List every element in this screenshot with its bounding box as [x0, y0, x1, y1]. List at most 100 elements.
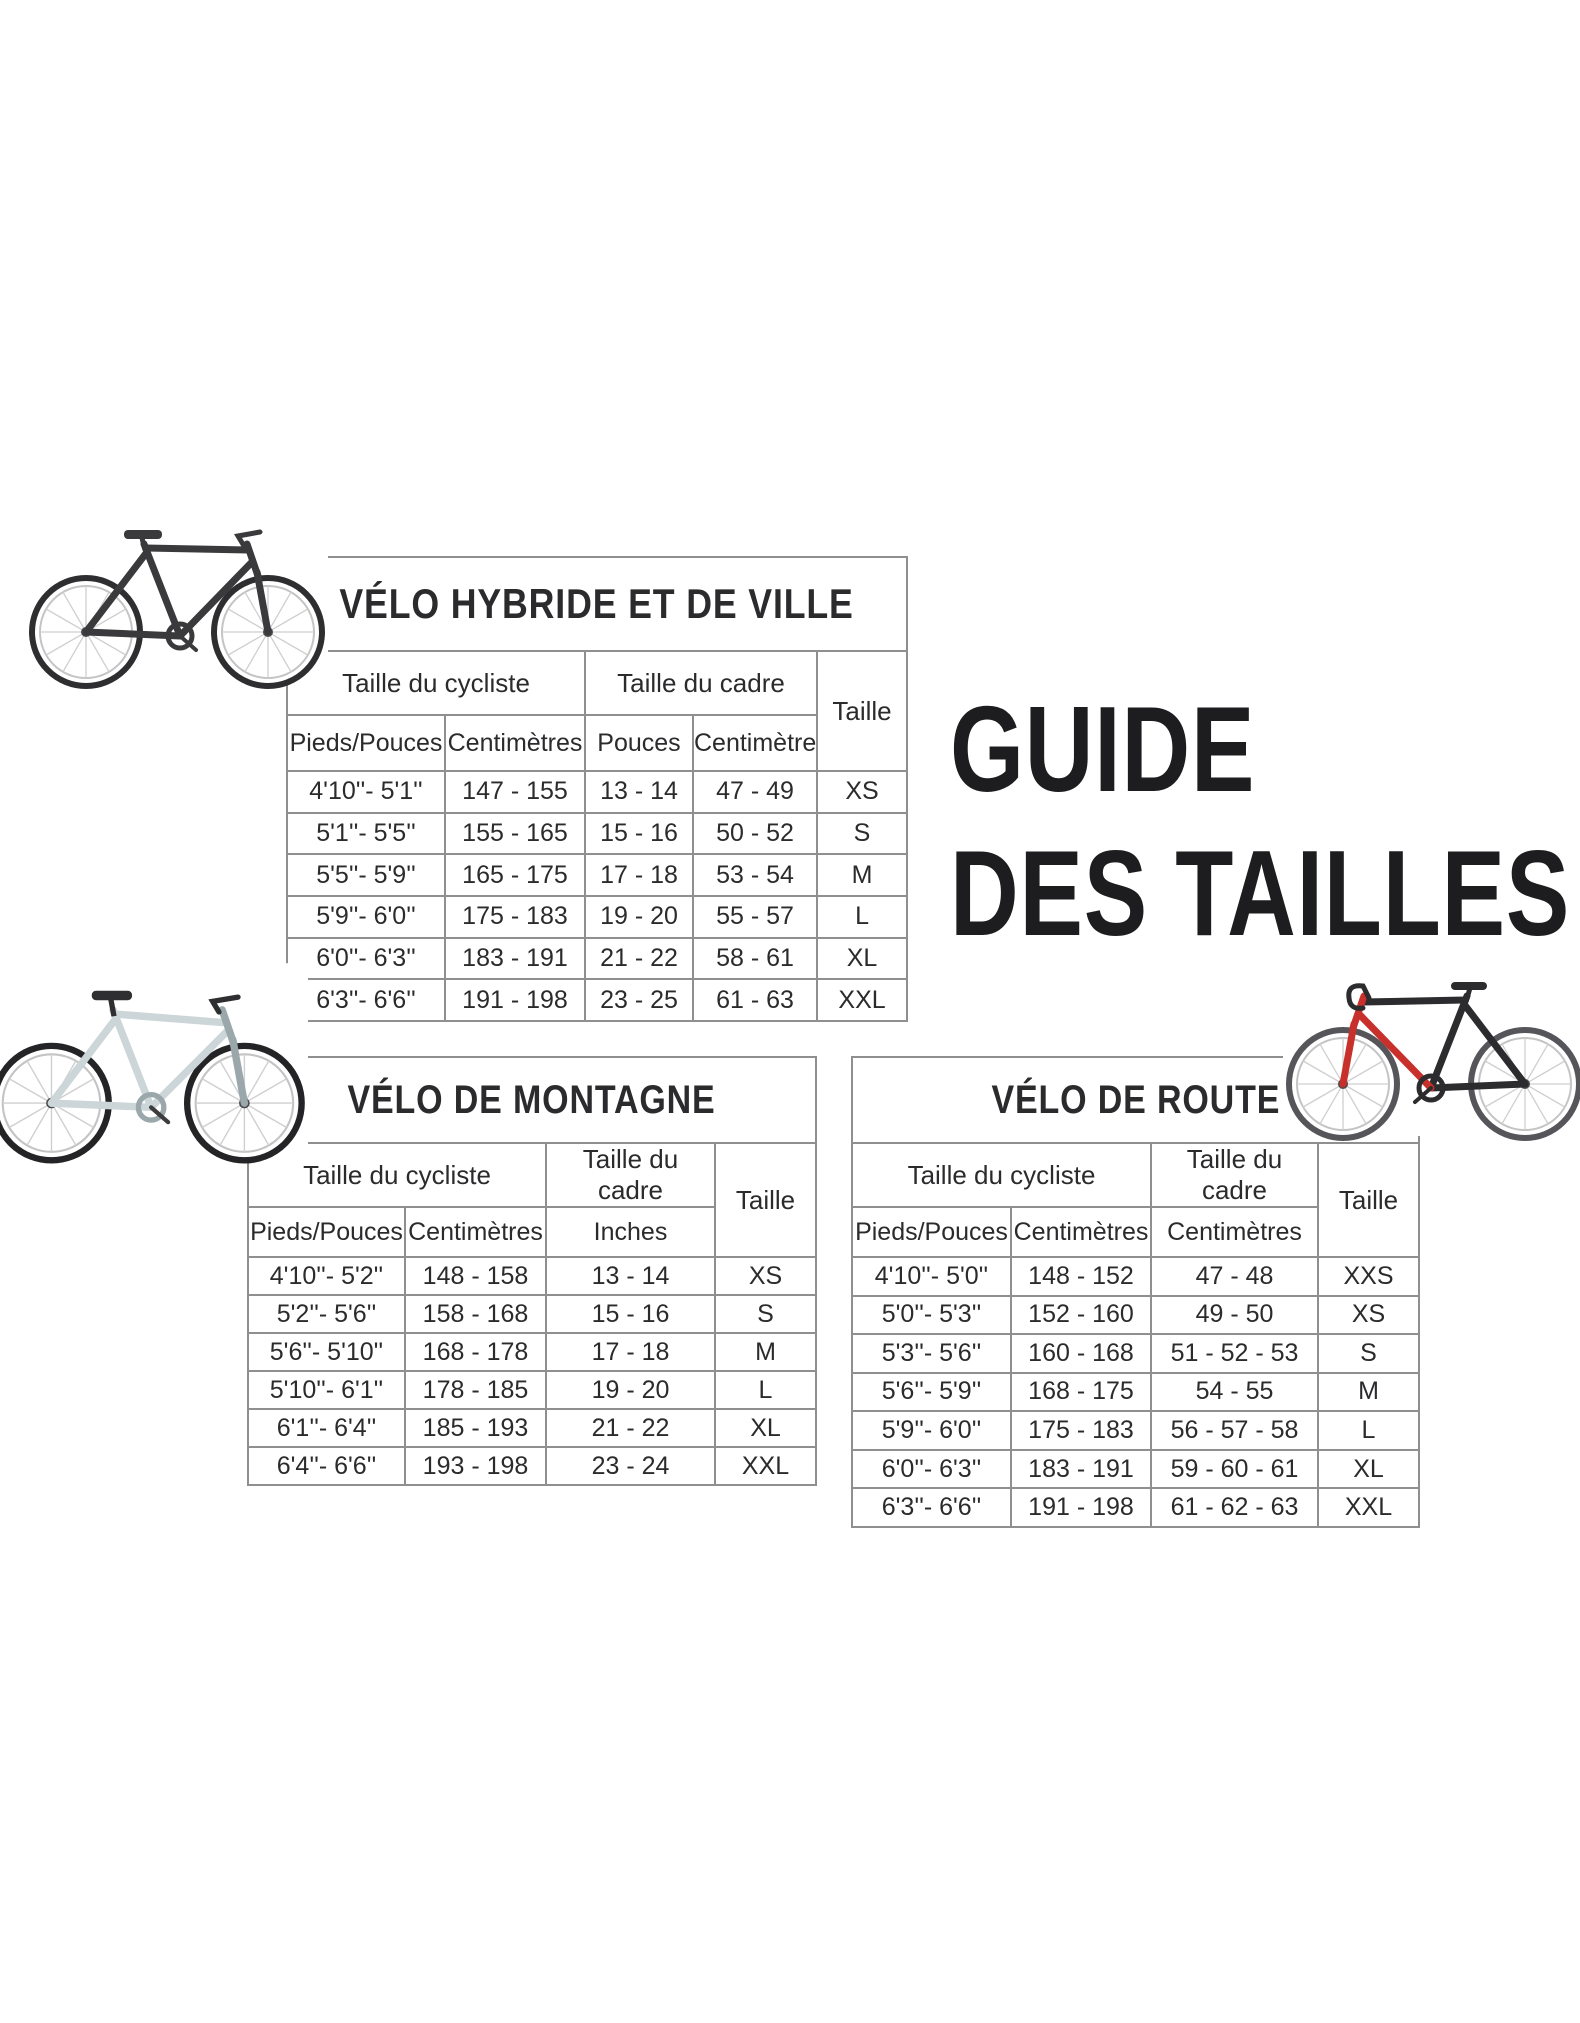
cell: L: [714, 1370, 817, 1410]
table-row: 5'6''- 5'9'' 168 - 175 54 - 55 M: [851, 1371, 1421, 1413]
mountain-bike-image: [0, 963, 308, 1166]
mountain-subheader-cm: Centimètres: [404, 1206, 547, 1258]
cell: 15 - 16: [584, 811, 694, 856]
page-title-line1: GUIDE: [950, 681, 1256, 817]
road-subheader-feet: Pieds/Pouces: [851, 1206, 1012, 1258]
cell: XXL: [815, 978, 909, 1022]
cell: 13 - 14: [584, 770, 694, 814]
cell: XS: [815, 770, 909, 814]
table-row: 6'3''- 6'6'' 191 - 198 23 - 25 61 - 63 X…: [286, 978, 909, 1022]
cell: 168 - 178: [404, 1332, 547, 1372]
cell: XL: [1316, 1448, 1421, 1490]
mountain-table-title: VÉLO DE MONTAGNE: [347, 1077, 717, 1122]
cell: 6'3''- 6'6'': [851, 1487, 1012, 1528]
cell: 168 - 175: [1010, 1371, 1152, 1413]
cell: 54 - 55: [1150, 1371, 1319, 1413]
cell: 4'10''- 5'0'': [851, 1256, 1012, 1297]
hybrid-subheader-cm: Centimètres: [444, 714, 586, 772]
cell: M: [714, 1332, 817, 1372]
cell: 61 - 63: [692, 978, 818, 1022]
table-row: 6'4''- 6'6'' 193 - 198 23 - 24 XXL: [247, 1446, 817, 1486]
table-row: 5'10''- 6'1'' 178 - 185 19 - 20 L: [247, 1370, 817, 1410]
hybrid-subheader-feet: Pieds/Pouces: [286, 714, 446, 772]
cell: 6'0''- 6'3'': [286, 936, 446, 981]
page-title-line2: DES TAILLES: [950, 824, 1571, 961]
cell: 193 - 198: [404, 1446, 547, 1486]
cell: 185 - 193: [404, 1408, 547, 1448]
cell: 191 - 198: [444, 978, 586, 1022]
cell: S: [714, 1294, 817, 1334]
mountain-subheader-inches: Inches: [545, 1206, 716, 1258]
cell: XXS: [1316, 1256, 1421, 1297]
table-row: 5'2''- 5'6'' 158 - 168 15 - 16 S: [247, 1294, 817, 1334]
cell: 155 - 165: [444, 811, 586, 856]
hybrid-subheader-frame-cm: Centimètres: [692, 714, 818, 772]
table-row: 5'1''- 5'5'' 155 - 165 15 - 16 50 - 52 S: [286, 811, 909, 856]
cell: 5'1''- 5'5'': [286, 811, 446, 856]
road-table-title: VÉLO DE ROUTE: [991, 1077, 1280, 1122]
road-header-size: Taille: [1316, 1142, 1421, 1258]
cell: 19 - 20: [545, 1370, 716, 1410]
cell: 5'9''- 6'0'': [851, 1410, 1012, 1451]
road-header-frame: Taille du cadre: [1150, 1142, 1319, 1208]
hybrid-city-bike-image: [28, 500, 328, 691]
cell: 19 - 20: [584, 894, 694, 939]
hybrid-header-cyclist: Taille du cycliste: [286, 650, 586, 716]
cell: 5'6''- 5'9'': [851, 1371, 1012, 1413]
cell: 148 - 152: [1010, 1256, 1152, 1297]
cell: 175 - 183: [444, 894, 586, 939]
cell: 47 - 48: [1150, 1256, 1319, 1297]
cell: L: [815, 894, 909, 939]
cell: 148 - 158: [404, 1256, 547, 1296]
cell: 13 - 14: [545, 1256, 716, 1296]
cell: XXL: [1316, 1487, 1421, 1528]
table-row: 5'0''- 5'3'' 152 - 160 49 - 50 XS: [851, 1294, 1421, 1336]
cell: 6'4''- 6'6'': [247, 1446, 406, 1486]
cell: 191 - 198: [1010, 1487, 1152, 1528]
cell: 17 - 18: [545, 1332, 716, 1372]
cell: 17 - 18: [584, 853, 694, 897]
road-header-cyclist: Taille du cycliste: [851, 1142, 1152, 1208]
cell: 152 - 160: [1010, 1294, 1152, 1336]
cell: 61 - 62 - 63: [1150, 1487, 1319, 1528]
cell: 158 - 168: [404, 1294, 547, 1334]
cell: 21 - 22: [545, 1408, 716, 1448]
mountain-size-table: VÉLO DE MONTAGNE Taille du cycliste Tail…: [247, 1056, 817, 1486]
cell: 5'3''- 5'6'': [851, 1333, 1012, 1374]
mountain-header-frame: Taille du cadre: [545, 1142, 716, 1208]
table-row: 5'5''- 5'9'' 165 - 175 17 - 18 53 - 54 M: [286, 853, 909, 897]
cell: 147 - 155: [444, 770, 586, 814]
cell: 59 - 60 - 61: [1150, 1448, 1319, 1490]
table-row: 6'1''- 6'4'' 185 - 193 21 - 22 XL: [247, 1408, 817, 1448]
cell: 5'2''- 5'6'': [247, 1294, 406, 1334]
cell: 51 - 52 - 53: [1150, 1333, 1319, 1374]
cell: 183 - 191: [1010, 1448, 1152, 1490]
cell: M: [815, 853, 909, 897]
cell: 6'3''- 6'6'': [286, 978, 446, 1022]
cell: 49 - 50: [1150, 1294, 1319, 1336]
table-row: 5'3''- 5'6'' 160 - 168 51 - 52 - 53 S: [851, 1333, 1421, 1374]
cell: 15 - 16: [545, 1294, 716, 1334]
cell: 50 - 52: [692, 811, 818, 856]
road-bike-image: [1283, 952, 1580, 1143]
cell: 5'0''- 5'3'': [851, 1294, 1012, 1336]
cell: 6'0''- 6'3'': [851, 1448, 1012, 1490]
hybrid-table-title: VÉLO HYBRIDE ET DE VILLE: [339, 580, 855, 627]
cell: XL: [815, 936, 909, 981]
cell: 5'6''- 5'10'': [247, 1332, 406, 1372]
cell: 6'1''- 6'4'': [247, 1408, 406, 1448]
table-row: 6'0''- 6'3'' 183 - 191 59 - 60 - 61 XL: [851, 1448, 1421, 1490]
cell: 178 - 185: [404, 1370, 547, 1410]
cell: M: [1316, 1371, 1421, 1413]
hybrid-subheader-inches: Pouces: [584, 714, 694, 772]
cell: XS: [714, 1256, 817, 1296]
table-row: 4'10''- 5'1'' 147 - 155 13 - 14 47 - 49 …: [286, 770, 909, 814]
cell: 4'10''- 5'2'': [247, 1256, 406, 1296]
cell: 23 - 24: [545, 1446, 716, 1486]
table-row: 5'9''- 6'0'' 175 - 183 19 - 20 55 - 57 L: [286, 894, 909, 939]
cell: 53 - 54: [692, 853, 818, 897]
cell: 160 - 168: [1010, 1333, 1152, 1374]
road-subheader-cm: Centimètres: [1010, 1206, 1152, 1258]
table-row: 5'6''- 5'10'' 168 - 178 17 - 18 M: [247, 1332, 817, 1372]
